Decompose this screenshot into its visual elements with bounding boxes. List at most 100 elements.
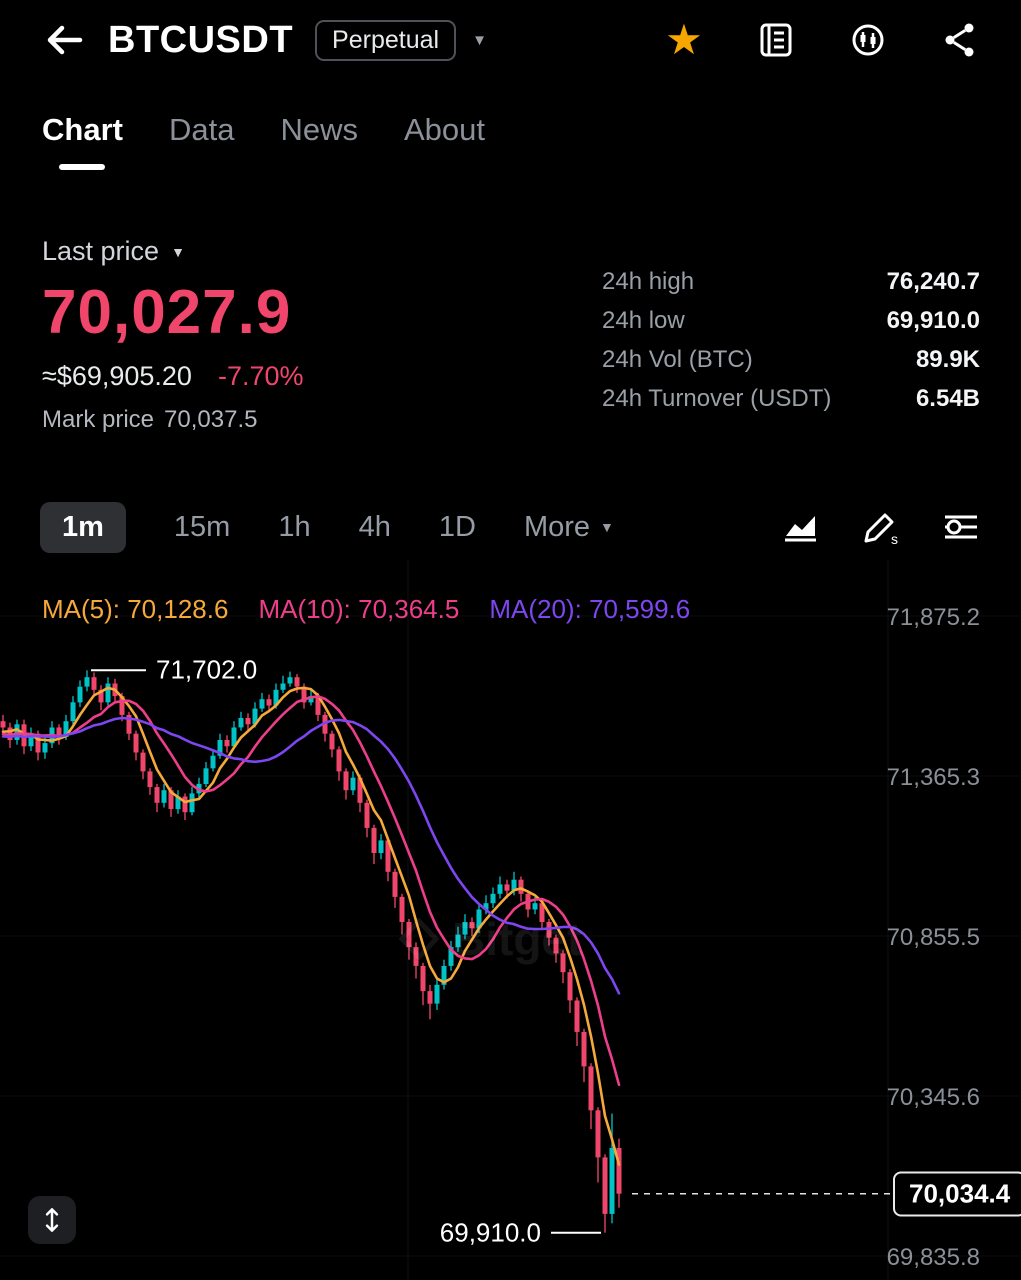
candle-body [448, 947, 454, 966]
stat-label: 24h Turnover (USDT) [602, 384, 832, 412]
symbol-title: BTCUSDT [108, 18, 294, 61]
timeframe-1d[interactable]: 1D [438, 510, 476, 543]
candle-body [441, 966, 447, 985]
orderbook-icon[interactable] [755, 19, 797, 61]
candle-body [371, 827, 377, 853]
candle-body [588, 1066, 594, 1111]
candle-body [539, 903, 545, 922]
vertical-resize-icon [45, 1208, 59, 1232]
back-button[interactable] [40, 16, 88, 64]
candle-body [266, 699, 272, 706]
stat-row-high: 24h high 76,240.7 [602, 262, 980, 301]
chart-tools: s [781, 507, 981, 547]
candle-body [434, 984, 440, 1004]
candle-body [294, 677, 300, 687]
timeframe-1m[interactable]: 1m [40, 501, 126, 553]
indicators-icon[interactable] [941, 507, 981, 547]
stats-panel: 24h high 76,240.7 24h low 69,910.0 24h V… [602, 262, 980, 418]
candle-body [7, 727, 13, 741]
chevron-down-icon: ▼ [171, 243, 185, 260]
candle-body [560, 953, 566, 973]
candle-body [56, 727, 62, 737]
stat-row-volume: 24h Vol (BTC) 89.9K [602, 340, 980, 379]
chevron-down-icon: ▼ [600, 519, 614, 535]
candle-body [595, 1110, 601, 1158]
watermark-text: Bitget [452, 913, 583, 965]
candle-body [609, 1148, 615, 1214]
ma-legend: MA(5): 70,128.6 MA(10): 70,364.5 MA(20): 7… [42, 594, 690, 625]
watermark-logo-icon [398, 918, 440, 960]
ma-legend-item: MA(5): 70,128.6 [42, 594, 229, 624]
candle-body [84, 677, 90, 687]
candle-body [182, 796, 188, 813]
candle-body [217, 740, 223, 756]
candle-body [504, 884, 510, 891]
ma-legend-item: MA(20): 70,599.6 [489, 594, 691, 624]
candle-body [14, 724, 20, 740]
favorite-star-icon[interactable]: ★ [665, 16, 703, 63]
candle-body [392, 871, 398, 897]
ma-legend-item: MA(10): 70,364.5 [258, 594, 460, 624]
topbar: BTCUSDT Perpetual ▼ ★ [0, 0, 1021, 80]
chart-style-icon[interactable] [781, 507, 821, 547]
timeframe-15m[interactable]: 15m [173, 510, 231, 543]
mark-price-value: 70,037.5 [164, 406, 258, 433]
candle-body [70, 702, 76, 722]
watermark: Bitget [398, 912, 582, 966]
candle-body [329, 733, 335, 750]
y-axis-label: 69,835.8 [887, 1244, 980, 1271]
candle-body [245, 718, 251, 725]
timeframe-1h[interactable]: 1h [278, 510, 311, 543]
candle-body [175, 796, 181, 810]
y-axis-label: 70,345.6 [887, 1084, 980, 1111]
stat-value: 89.9K [915, 345, 980, 373]
candle-body [399, 896, 405, 922]
candle-body [126, 714, 132, 734]
candlestick-chart-canvas[interactable]: 71,875.2 71,365.3 70,855.5 70,345.6 69,835.8 [0, 560, 1021, 1280]
candle-body [616, 1148, 622, 1194]
candle-body [273, 689, 279, 706]
tab-about[interactable]: About [403, 112, 485, 147]
contract-type-badge[interactable]: Perpetual [315, 19, 457, 61]
chart-toolbar: 1m 15m 1h 4h 1D More ▼ s [0, 496, 1021, 558]
stat-row-low: 24h low 69,910.0 [602, 301, 980, 340]
chart-area: 71,875.2 71,365.3 70,855.5 70,345.6 69,835.8… [0, 560, 1021, 1280]
current-price-tag: 70,034.4 [893, 1171, 1021, 1217]
candle-body [28, 733, 34, 747]
candle-body [553, 937, 559, 954]
candle-body [357, 777, 363, 803]
candle-body [413, 947, 419, 966]
price-alert-icon[interactable] [847, 19, 889, 61]
candle-body [189, 793, 195, 813]
page-tabs: Chart Data News About [42, 112, 485, 170]
share-icon[interactable] [939, 19, 981, 61]
candle-body [476, 909, 482, 929]
draw-tools-icon[interactable]: s [861, 507, 901, 547]
chevron-down-icon[interactable]: ▼ [472, 31, 487, 49]
candle-body [322, 714, 328, 734]
more-label: More [523, 510, 591, 543]
stat-row-turnover: 24h Turnover (USDT) 6.54B [602, 379, 980, 418]
candle-body [133, 733, 139, 753]
candle-body [140, 752, 146, 772]
timeframe-more-button[interactable]: More ▼ [524, 502, 614, 553]
last-price-label: Last price [42, 236, 160, 266]
candle-body [210, 755, 216, 769]
candle-body [287, 677, 293, 684]
stat-value: 69,910.0 [886, 306, 980, 334]
tab-data[interactable]: Data [168, 112, 235, 147]
expand-chart-button[interactable] [28, 1196, 76, 1244]
last-price-selector[interactable]: Last price ▼ [42, 236, 304, 267]
y-axis-label: 70,855.5 [887, 924, 980, 951]
stat-value: 6.54B [915, 384, 980, 412]
stat-label: 24h Vol (BTC) [602, 345, 753, 373]
price-subrow: ≈$69,905.20 -7.70% [42, 361, 304, 392]
tab-news[interactable]: News [280, 112, 358, 147]
candle-body [231, 727, 237, 747]
price-panel: Last price ▼ 70,027.9 ≈$69,905.20 -7.70%… [42, 236, 304, 434]
candle-body [0, 721, 6, 728]
timeframe-4h[interactable]: 4h [358, 510, 391, 543]
tab-chart[interactable]: Chart [42, 112, 123, 170]
candle-body [343, 771, 349, 791]
